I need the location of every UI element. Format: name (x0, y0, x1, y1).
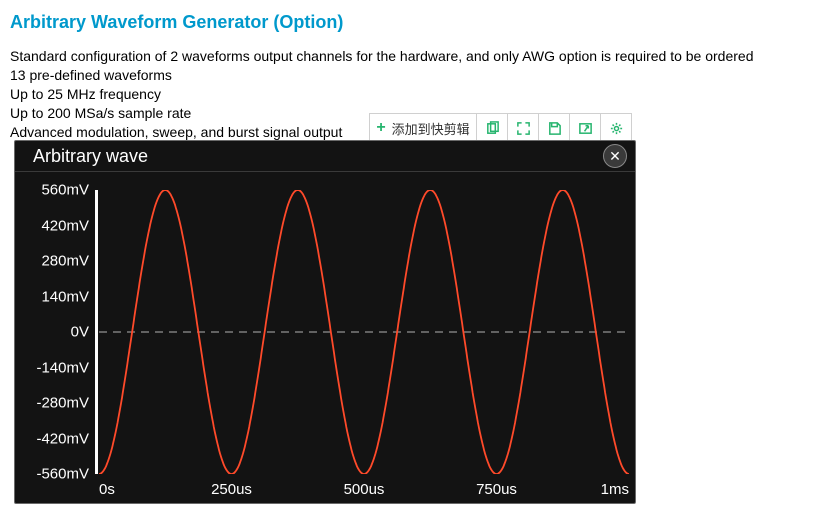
close-button[interactable]: ✕ (603, 144, 627, 168)
desc-line-1: 13 pre-defined waveforms (10, 66, 828, 85)
x-label: 1ms (601, 481, 629, 498)
scope-title: Arbitrary wave (33, 146, 148, 167)
section-title: Arbitrary Waveform Generator (Option) (10, 12, 828, 33)
save-icon (547, 121, 562, 136)
expand-button[interactable] (508, 114, 539, 142)
y-label: -420mV (36, 430, 89, 447)
y-label: 0V (71, 324, 89, 341)
y-axis: 560mV 420mV 280mV 140mV 0V -140mV -280mV -420mV… (15, 172, 95, 502)
x-axis: 0s 250us 500us 750us 1ms (99, 478, 629, 498)
y-label: -560mV (36, 466, 89, 483)
x-label: 750us (476, 481, 517, 498)
add-to-clip-label: 添加到快剪辑 (392, 119, 470, 138)
scope-header: Arbitrary wave ✕ (15, 141, 635, 172)
clip-toolbar: + 添加到快剪辑 (369, 113, 632, 143)
x-label: 250us (211, 481, 252, 498)
plus-icon: + (376, 119, 385, 137)
x-label: 0s (99, 481, 115, 498)
x-label: 500us (344, 481, 385, 498)
y-label: 560mV (41, 182, 89, 199)
share-icon (578, 121, 593, 136)
scope-panel: Arbitrary wave ✕ 560mV 420mV 280mV 140mV 0V -… (14, 140, 636, 504)
expand-icon (516, 121, 531, 136)
save-button[interactable] (539, 114, 570, 142)
plot-area (99, 190, 629, 474)
copy-icon (485, 121, 500, 136)
y-label: 420mV (41, 217, 89, 234)
y-label: -140mV (36, 359, 89, 376)
y-axis-bar (95, 190, 98, 474)
scope-body: 560mV 420mV 280mV 140mV 0V -140mV -280mV -420mV… (15, 172, 635, 502)
settings-button[interactable] (601, 114, 631, 142)
desc-line-0: Standard configuration of 2 waveforms ou… (10, 47, 828, 66)
share-button[interactable] (570, 114, 601, 142)
y-label: -280mV (36, 395, 89, 412)
copy-button[interactable] (477, 114, 508, 142)
y-label: 140mV (41, 288, 89, 305)
add-to-clip-button[interactable]: + 添加到快剪辑 (370, 114, 477, 142)
gear-icon (609, 121, 624, 136)
close-icon: ✕ (609, 149, 621, 163)
desc-line-2: Up to 25 MHz frequency (10, 85, 828, 104)
y-label: 280mV (41, 253, 89, 270)
waveform-chart (99, 190, 629, 474)
